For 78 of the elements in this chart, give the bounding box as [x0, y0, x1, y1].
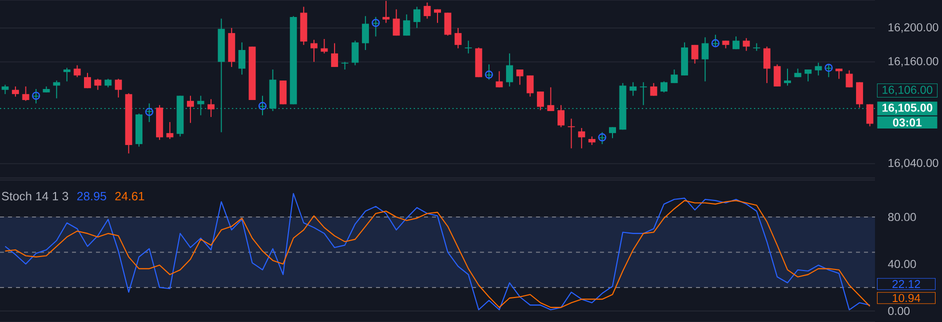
candlestick	[238, 42, 246, 76]
candlestick	[660, 80, 668, 93]
candlestick	[208, 98, 215, 118]
candlestick	[464, 40, 472, 54]
text: 03:01	[893, 118, 922, 127]
candlestick	[846, 70, 853, 88]
candlestick	[526, 74, 534, 98]
candlestick	[74, 64, 81, 78]
candlestick	[578, 127, 586, 149]
candlestick	[650, 82, 658, 96]
candlestick	[516, 69, 524, 86]
candlestick	[732, 36, 740, 50]
point	[484, 70, 494, 79]
candlestick	[53, 80, 60, 99]
y-tick-label: 80.00	[888, 212, 916, 222]
y-tick-label: 0.00	[888, 306, 910, 316]
text: 16,106.00	[882, 86, 932, 96]
candlestick	[12, 86, 19, 98]
candlestick	[774, 64, 781, 87]
candlestick	[310, 39, 318, 62]
candlestick	[84, 72, 92, 89]
candlestick	[835, 68, 842, 80]
candlestick	[866, 104, 874, 127]
y-tick-label: 16,040.00	[888, 158, 938, 168]
candlestick	[2, 84, 9, 95]
candlestick	[485, 64, 492, 80]
y-tick-label: 16,160.00	[888, 57, 938, 67]
candlestick	[547, 86, 554, 112]
candlestick	[413, 6, 420, 28]
candlestick	[166, 122, 174, 140]
point	[145, 108, 154, 116]
point	[258, 102, 267, 110]
candlestick	[691, 44, 698, 64]
candlestick	[712, 34, 719, 48]
candlestick	[403, 14, 410, 36]
text: 22.12	[892, 280, 920, 288]
candlestick	[702, 36, 709, 82]
candlestick	[424, 2, 431, 20]
candlestick	[496, 70, 503, 88]
candlestick	[331, 42, 338, 68]
candlestick	[763, 46, 770, 84]
candlestick	[352, 40, 359, 66]
candlestick	[814, 62, 822, 76]
candlestick	[609, 126, 616, 139]
candlestick	[630, 82, 637, 96]
candlestick	[444, 12, 452, 36]
candlestick	[114, 78, 122, 98]
candlestick	[280, 80, 287, 105]
annotation: 24.61	[115, 192, 144, 200]
ref-line-label: 16,105.00	[882, 104, 932, 114]
annotation: 28.95	[77, 192, 106, 200]
candlestick	[186, 95, 194, 124]
candlestick	[22, 86, 30, 102]
text: Stoch 14 1 3	[2, 192, 68, 200]
y-tick-label: 16,200.00	[888, 23, 938, 33]
y-tick-label: 40.00	[888, 260, 916, 268]
candlestick	[382, 0, 390, 24]
candlestick	[640, 82, 647, 106]
point	[372, 18, 380, 27]
candlestick	[362, 16, 369, 51]
point	[598, 133, 606, 142]
candlestick	[506, 52, 514, 87]
candlestick	[536, 91, 544, 111]
candlestick	[742, 38, 750, 52]
text: 10.94	[892, 294, 920, 302]
candlestick	[558, 104, 565, 128]
candlestick	[804, 69, 812, 82]
point	[711, 39, 720, 48]
candlestick	[94, 78, 102, 90]
candlestick	[454, 27, 462, 49]
point	[824, 64, 833, 72]
point	[32, 92, 40, 100]
candlestick	[670, 69, 678, 84]
candlestick	[753, 42, 760, 52]
candlestick	[784, 68, 791, 86]
candlestick	[63, 67, 70, 82]
candlestick	[856, 82, 864, 108]
candlestick	[392, 8, 400, 36]
